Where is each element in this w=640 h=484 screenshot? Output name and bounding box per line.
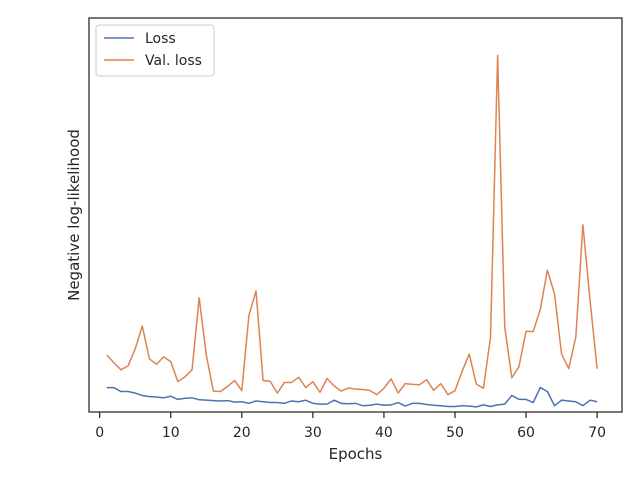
x-tick-label: 30 [304,425,322,441]
x-tick-label: 60 [517,425,535,441]
x-tick-label: 20 [233,425,251,441]
x-tick-label: 0 [95,425,104,441]
plot-background [89,18,622,412]
x-tick-label: 10 [162,425,180,441]
series-layer [106,54,598,408]
y-axis-label: Negative log-likelihood [65,129,83,301]
x-tick-label: 40 [375,425,393,441]
legend-label-val-loss: Val. loss [145,53,202,69]
legend-label-loss: Loss [145,31,176,47]
series-line-val-loss [106,54,598,396]
series-line-loss [106,386,598,408]
x-axis-label: Epochs [329,445,383,463]
x-tick-label: 50 [446,425,464,441]
x-tick-label: 70 [588,425,606,441]
x-axis: 0 10 20 30 40 50 60 70 [95,412,606,441]
plot-frame [88,17,623,413]
legend: Loss Val. loss [95,24,215,77]
